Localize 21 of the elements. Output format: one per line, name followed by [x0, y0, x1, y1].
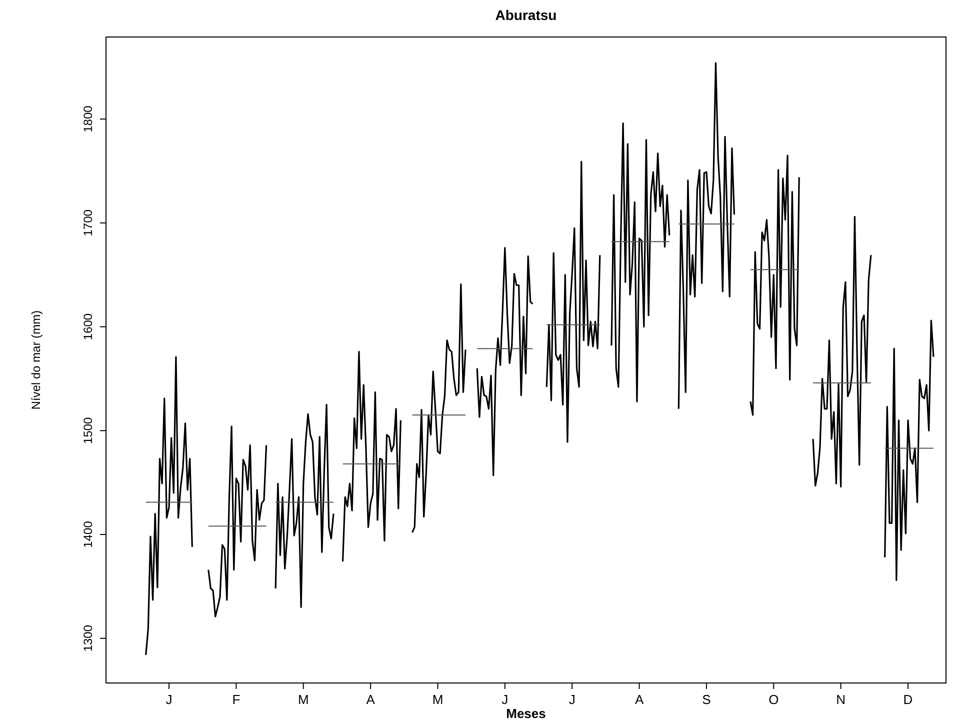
chart-title: Aburatsu [495, 7, 557, 23]
x-tick-label: J [166, 692, 172, 707]
x-tick-label: O [768, 692, 779, 707]
x-tick-label: A [366, 692, 376, 707]
y-tick-label: 1400 [81, 520, 95, 548]
y-tick-label: 1500 [81, 416, 95, 444]
x-tick-label: J [568, 692, 576, 707]
x-tick-label: A [634, 692, 644, 707]
x-tick-label: F [232, 692, 240, 707]
x-tick-label: M [432, 692, 444, 707]
x-tick-label: S [702, 692, 712, 707]
x-axis-title: Meses [506, 706, 546, 721]
x-tick-label: J [502, 692, 508, 707]
x-tick-label: N [836, 692, 846, 707]
y-tick-label: 1700 [81, 209, 95, 236]
y-tick-label: 1300 [81, 624, 95, 652]
x-tick-label: M [298, 692, 309, 707]
y-axis-title: Nível do mar (mm) [29, 310, 43, 410]
y-tick-label: 1600 [81, 313, 95, 340]
x-tick-label: D [903, 692, 913, 707]
y-tick-label: 1800 [81, 105, 95, 132]
